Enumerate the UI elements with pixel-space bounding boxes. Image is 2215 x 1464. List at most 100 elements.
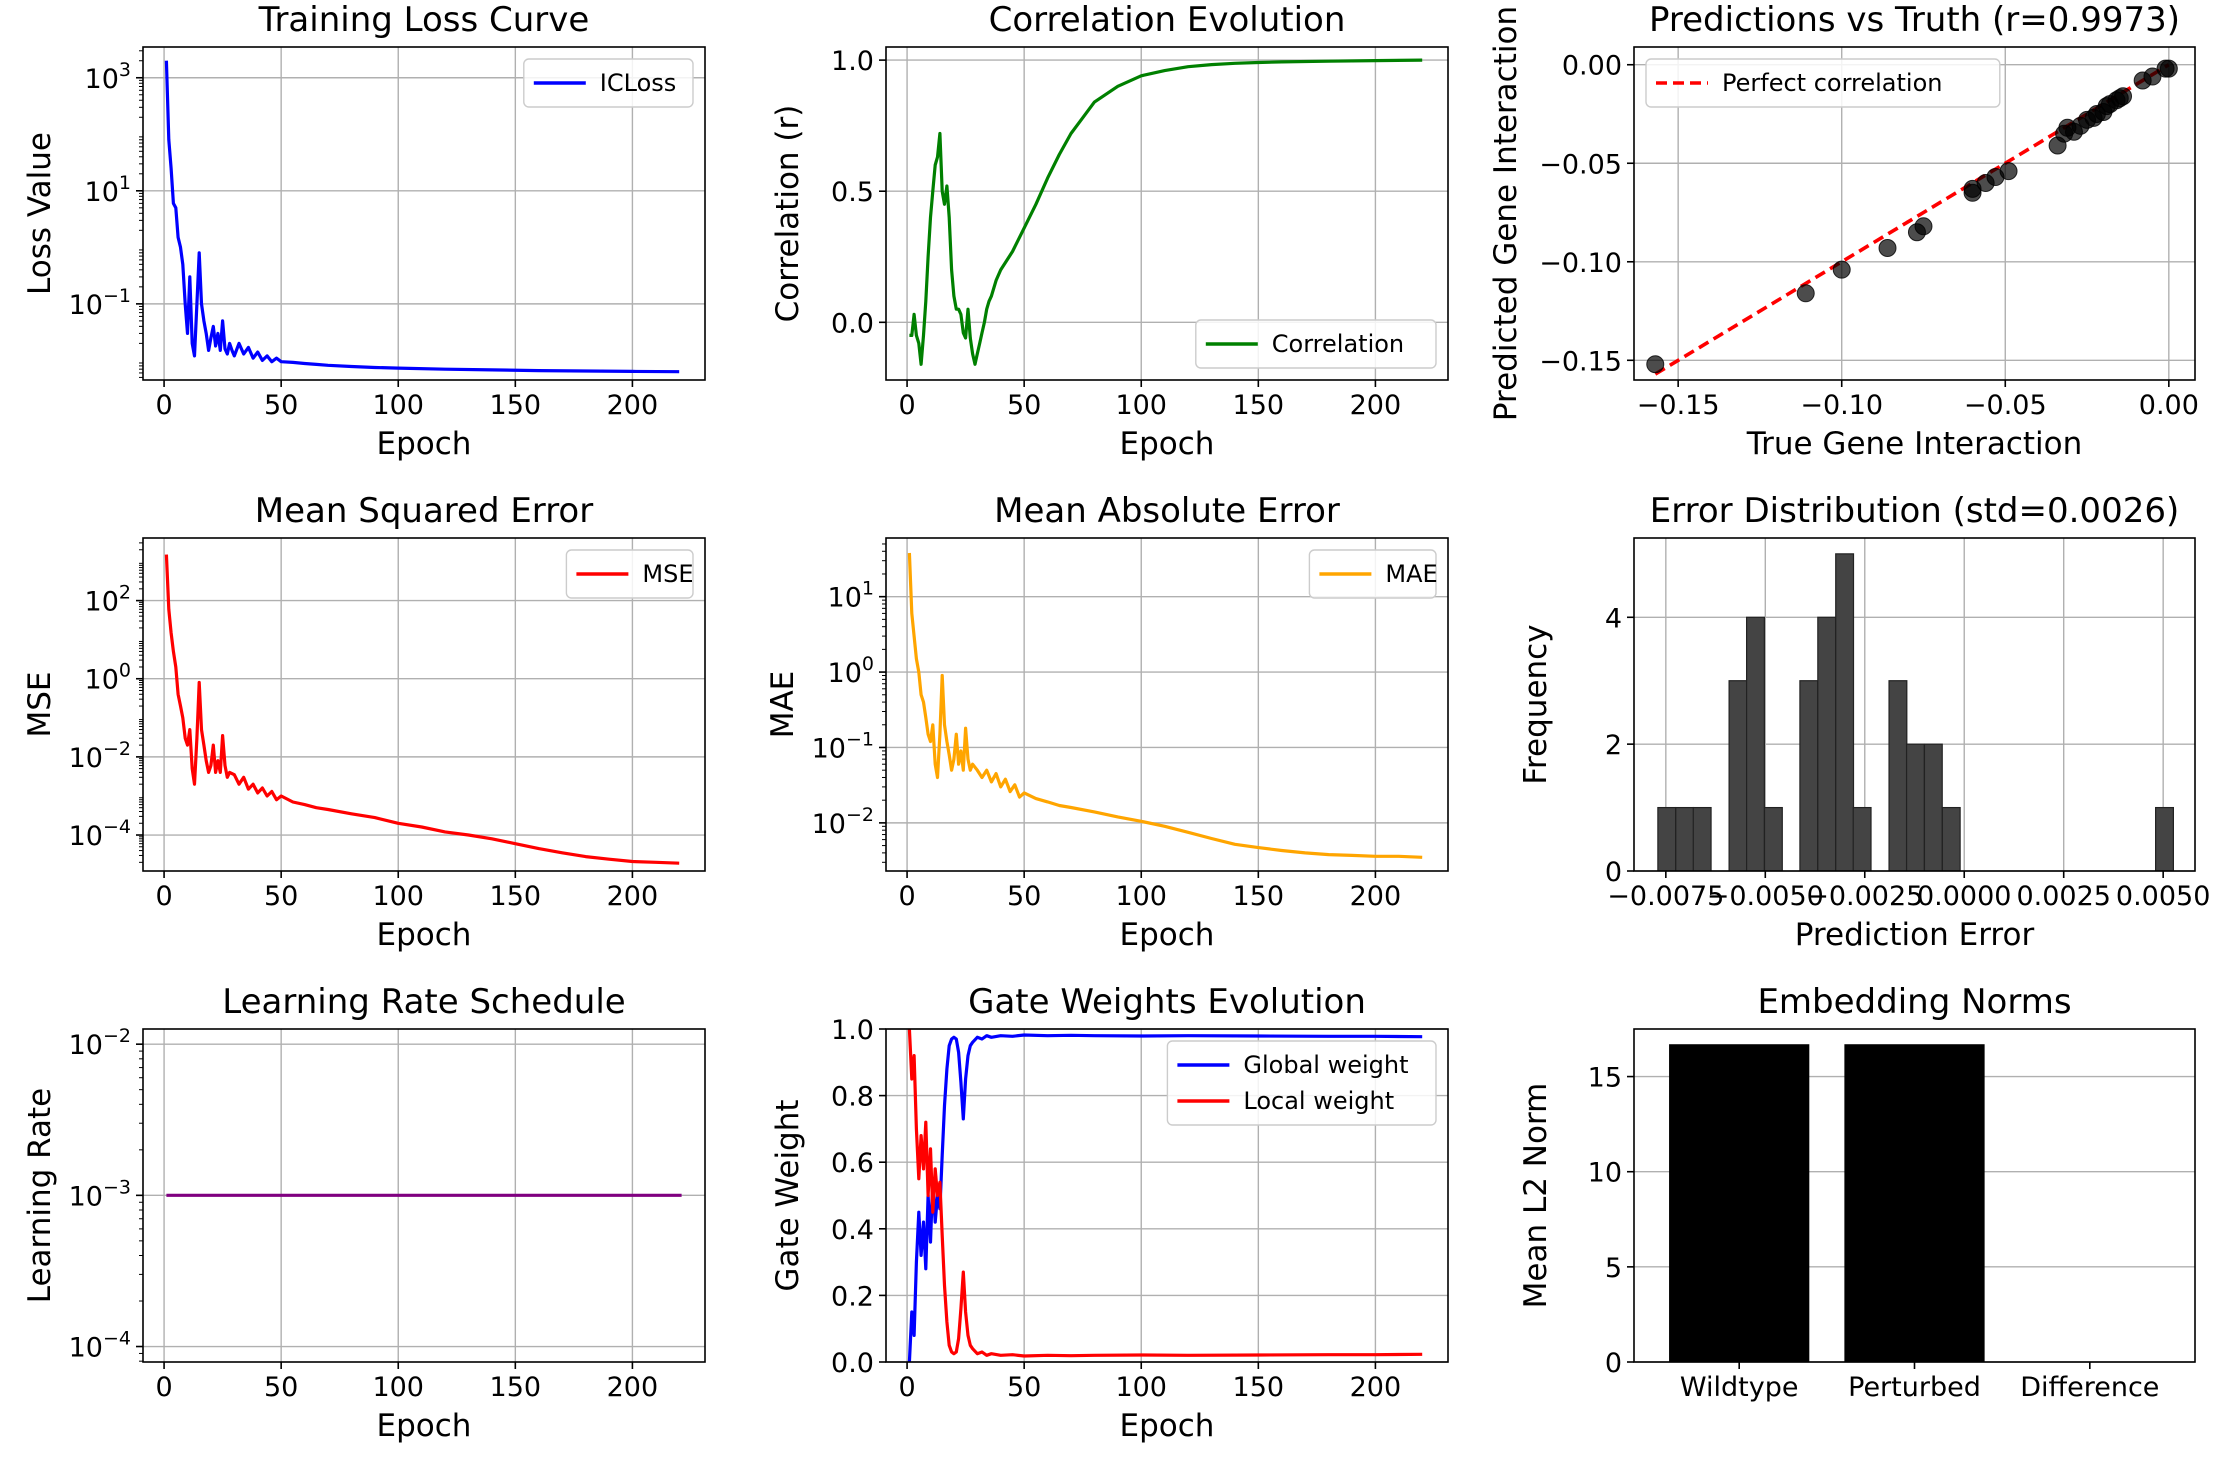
scatter-point (1646, 355, 1665, 374)
bar (1669, 1044, 1810, 1362)
legend-label: MSE (642, 560, 693, 588)
histogram-bar (1728, 680, 1748, 871)
y-tick-label: 2 (1605, 730, 1622, 761)
legend-label: Global weight (1243, 1051, 1408, 1079)
plot-area (909, 58, 1423, 366)
scatter-point (1999, 162, 2018, 181)
plot-area (1657, 553, 2174, 871)
chart-title: Correlation Evolution (989, 0, 1346, 40)
y-tick-label: 0 (1605, 857, 1622, 888)
x-tick-label: −0.0025 (1806, 881, 1923, 912)
panel-lr: 0 50 100 150 200 10−2 10−3 10−4 Learning Rate Sc… (22, 982, 706, 1444)
chart-title: Mean Absolute Error (994, 491, 1340, 531)
x-axis-label: Epoch (377, 917, 472, 953)
x-tick-label: 100 (1115, 390, 1167, 421)
x-axis-label: Epoch (377, 1408, 472, 1444)
y-axis-label: Loss Value (22, 132, 58, 295)
y-tick-label: 10−1 (812, 728, 874, 764)
x-tick-label: 0.00 (2139, 390, 2199, 421)
chart-title: Gate Weights Evolution (968, 982, 1366, 1022)
x-tick-label: 200 (607, 390, 659, 421)
scatter-point (2143, 67, 2162, 86)
grid (886, 538, 1448, 871)
panel-mae: 0 50 100 150 200 101 100 10−1 10−2 Mean Absolute … (765, 491, 1449, 953)
x-tick-label: 0 (898, 390, 915, 421)
panel-emb: Wildtype Perturbed Difference 0 5 10 15 Embeddi… (1518, 982, 2196, 1403)
axes-frame (142, 537, 706, 872)
x-tick-label: Difference (2020, 1372, 2159, 1403)
y-axis-label: Correlation (r) (770, 105, 806, 323)
y-tick-label: 1.0 (831, 46, 874, 77)
panel-loss: 0 50 100 150 200 103 101 10−1 Training Loss Curv… (22, 0, 706, 462)
series-line (164, 60, 680, 374)
series-line (909, 58, 1423, 366)
x-axis-label: Epoch (1120, 426, 1215, 462)
x-tick-label: 100 (1115, 1372, 1167, 1403)
x-tick-label: 0 (898, 881, 915, 912)
y-tick-label: 0.2 (831, 1281, 874, 1312)
chart-title: Error Distribution (std=0.0026) (1650, 491, 2179, 531)
histogram-bar (1852, 806, 1872, 871)
x-tick-label: 150 (490, 1372, 542, 1403)
legend: Correlation (1195, 319, 1437, 369)
x-tick-label: 50 (264, 390, 298, 421)
y-tick-label: −0.15 (1539, 346, 1622, 377)
y-tick-label: 1.0 (831, 1015, 874, 1046)
legend-box (565, 549, 694, 599)
histogram-bar (1888, 680, 1908, 871)
x-tick-label: 200 (607, 881, 659, 912)
x-tick-label: 0.0000 (1917, 881, 2011, 912)
y-tick-label: 10−1 (69, 285, 131, 321)
y-axis-label: Gate Weight (770, 1099, 806, 1291)
histogram-bar (1835, 553, 1855, 871)
plot-area (1646, 59, 2178, 376)
x-tick-label: 150 (1233, 390, 1285, 421)
chart-title: Embedding Norms (1757, 982, 2071, 1022)
x-tick-label: 100 (372, 390, 424, 421)
y-tick-label: 15 (1588, 1063, 1622, 1094)
y-tick-label: 0.5 (831, 177, 874, 208)
chart-title: Learning Rate Schedule (222, 982, 625, 1022)
axes-frame (885, 537, 1449, 872)
x-tick-label: −0.15 (1637, 390, 1720, 421)
axes-frame (142, 46, 706, 381)
histogram-bar (2155, 806, 2174, 871)
x-tick-label: 50 (1007, 390, 1041, 421)
y-axis-label: Frequency (1518, 624, 1554, 784)
x-tick-label: 0 (155, 881, 172, 912)
y-tick-label: 5 (1605, 1253, 1622, 1284)
x-tick-label: 200 (1350, 1372, 1402, 1403)
histogram-bar (1941, 806, 1961, 871)
x-tick-label: 0.0025 (2016, 881, 2110, 912)
y-axis-label: Learning Rate (22, 1088, 58, 1304)
x-tick-label: 150 (1233, 881, 1285, 912)
scatter-point (2159, 59, 2178, 78)
x-tick-label: −0.10 (1800, 390, 1883, 421)
legend-box (1166, 1040, 1437, 1126)
y-tick-label: 103 (85, 59, 131, 95)
legend-label: Local weight (1243, 1087, 1394, 1115)
y-tick-label: 0.0 (831, 1348, 874, 1379)
legend-box (1308, 549, 1437, 599)
axes-frame (1633, 1028, 2196, 1363)
axes-frame (1633, 537, 2196, 872)
x-tick-label: 100 (1115, 881, 1167, 912)
x-tick-label: 0 (898, 1372, 915, 1403)
axes-frame (142, 1028, 706, 1363)
y-tick-label: 0.8 (831, 1082, 874, 1113)
x-tick-label: 200 (1350, 390, 1402, 421)
x-tick-label: 200 (1350, 881, 1402, 912)
y-axis-label: Mean L2 Norm (1518, 1083, 1554, 1309)
x-axis-label: True Gene Interaction (1746, 426, 2083, 462)
y-tick-label: 10−4 (69, 1328, 131, 1364)
histogram-bar (1905, 743, 1925, 871)
legend-box (1195, 319, 1437, 369)
x-tick-label: 200 (607, 1372, 659, 1403)
axes-frame (885, 1028, 1449, 1363)
x-tick-label: 0 (155, 1372, 172, 1403)
x-tick-label: −0.05 (1964, 390, 2047, 421)
y-tick-label: −0.05 (1539, 149, 1622, 180)
y-tick-label: 101 (85, 172, 131, 208)
y-tick-label: 10−4 (69, 816, 131, 852)
x-tick-label: 50 (1007, 1372, 1041, 1403)
